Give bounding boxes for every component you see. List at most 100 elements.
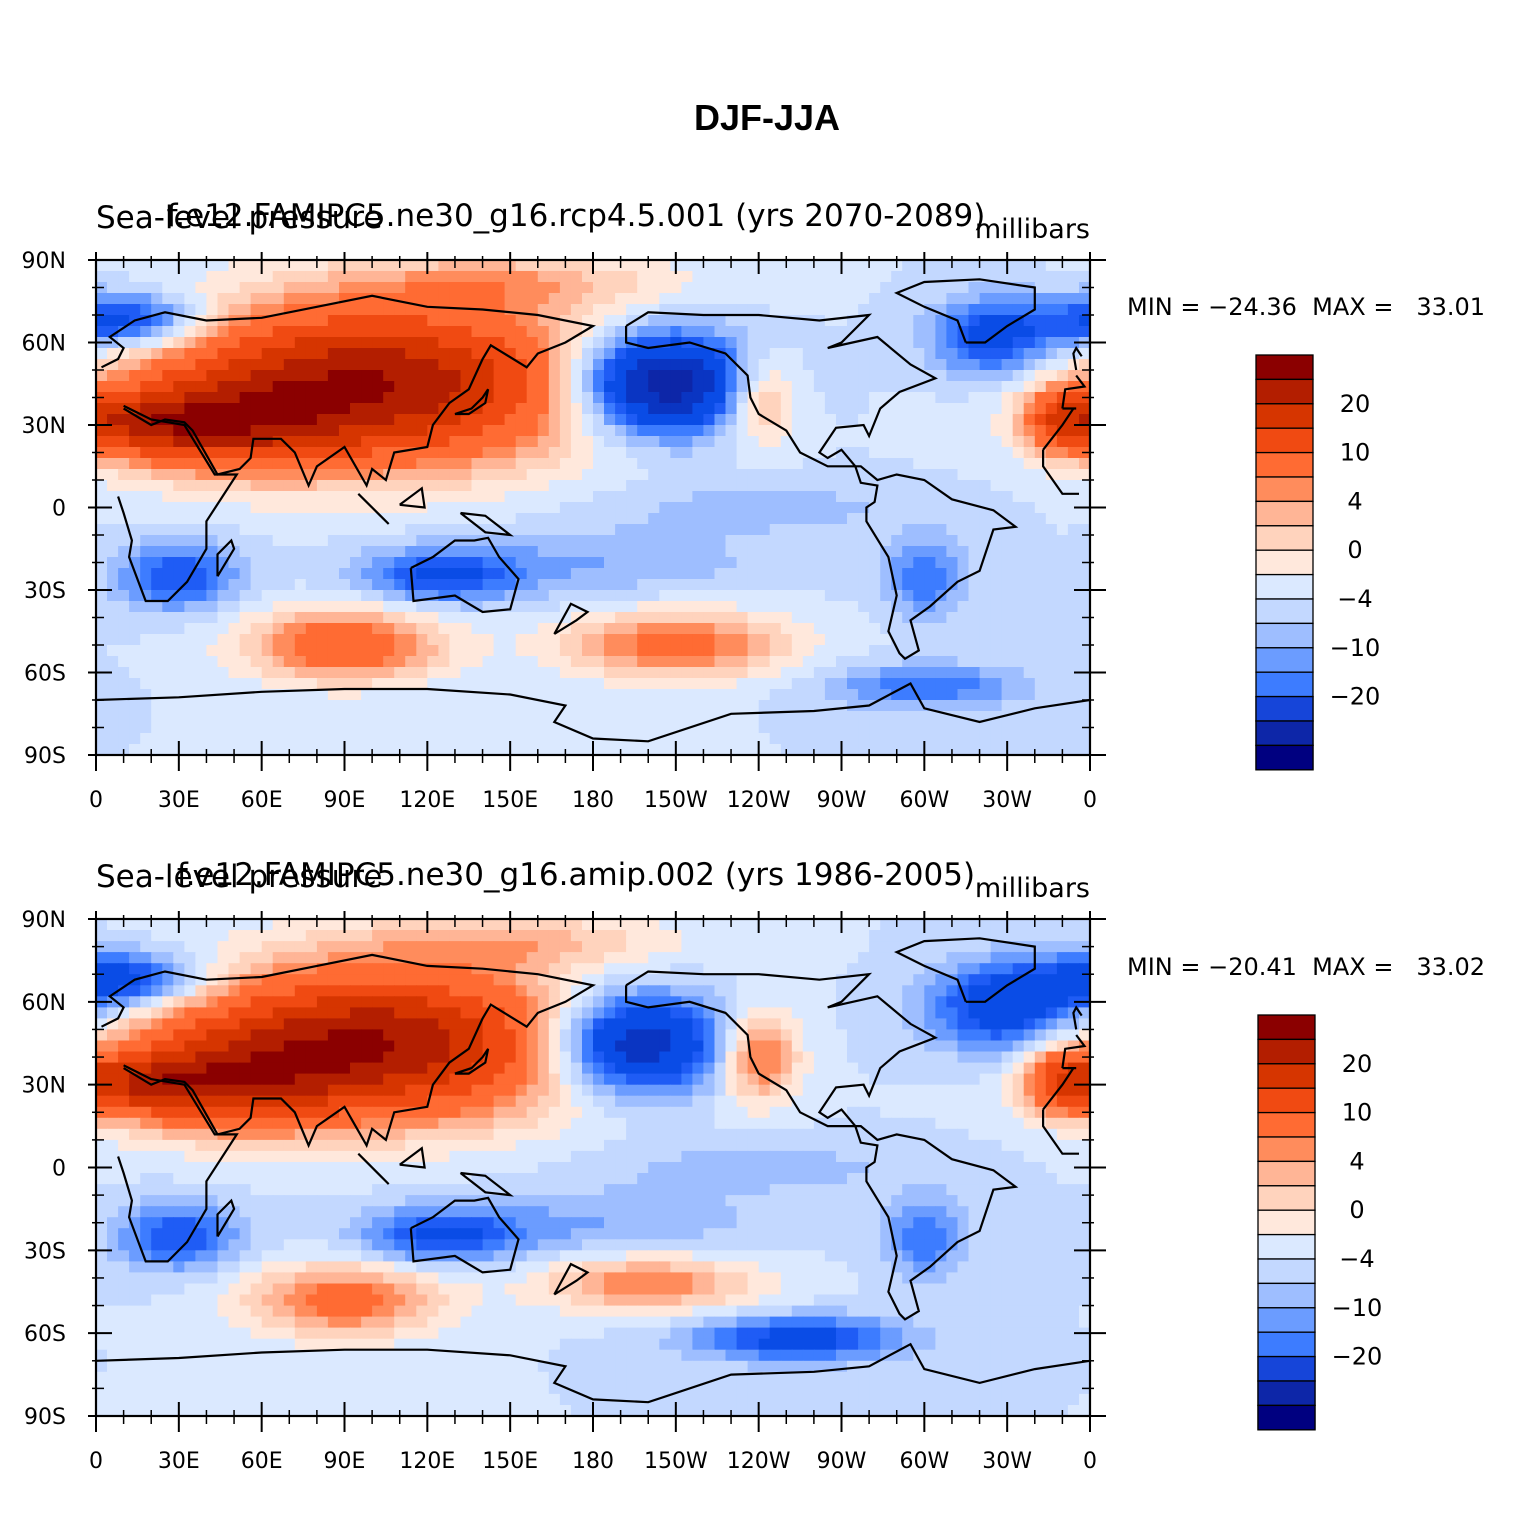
field-cell [836,370,848,382]
field-cell [869,337,881,349]
field-cell [935,557,947,569]
field-cell [405,260,417,272]
pressure-field [96,260,1090,755]
field-cell [460,315,473,327]
field-cell [206,524,218,536]
field-cell [747,260,760,272]
field-cell [118,458,130,470]
field-cell [836,930,848,942]
field-cell [570,985,583,997]
field-cell [416,744,428,755]
field-cell [339,271,351,283]
field-cell [1034,282,1047,294]
field-cell [250,381,263,393]
field-cell [283,282,296,294]
field-cell [780,337,793,349]
field-cell [96,414,108,426]
field-cell [305,985,318,997]
field-cell [1012,403,1025,415]
field-cell [416,678,428,690]
field-cell [714,359,727,371]
field-cell [570,359,583,371]
field-cell [902,337,914,349]
field-cell [460,711,473,723]
field-cell [659,304,671,316]
field-cell [460,919,473,931]
field-cell [780,370,793,382]
field-cell [692,348,704,360]
field-cell [316,436,329,448]
field-cell [891,579,903,591]
field-cell [559,425,572,437]
field-cell [681,392,693,404]
field-cell [880,733,892,745]
field-cell [968,425,981,437]
field-cell [173,656,185,668]
field-cell [537,337,550,349]
colorbar-label: −10 [1330,634,1381,662]
field-cell [327,414,340,426]
field-cell [482,744,495,755]
field-cell [438,458,450,470]
field-cell [339,579,351,591]
field-cell [593,985,605,997]
field-cell [637,392,649,404]
field-cell [582,700,594,712]
field-cell [802,952,815,964]
field-cell [460,469,473,481]
field-cell [460,601,473,613]
field-cell [405,271,417,283]
field-cell [637,502,649,514]
field-cell [1067,293,1080,305]
field-cell [570,315,583,327]
field-cell [107,590,119,602]
field-cell [316,348,329,360]
field-cell [1045,722,1058,734]
field-cell [228,370,241,382]
field-cell [990,744,1003,755]
field-cell [184,260,196,272]
field-cell [1067,601,1080,613]
field-cell [968,469,981,481]
field-cell [228,392,241,404]
coastline [1072,345,1083,371]
field-cell [162,524,174,536]
field-cell [350,260,362,272]
field-cell [283,491,296,503]
field-cell [339,348,351,360]
field-cell [604,568,616,580]
field-cell [129,700,141,712]
field-cell [460,546,473,558]
field-cell [559,601,572,613]
field-cell [350,469,362,481]
field-cell [780,623,793,635]
field-cell [637,271,649,283]
field-cell [162,623,174,635]
field-cell [802,579,815,591]
field-cell [791,491,804,503]
field-cell [460,403,473,415]
field-cell [493,348,506,360]
field-cell [504,403,517,415]
field-cell [1067,941,1080,953]
field-cell [659,579,671,591]
field-cell [129,381,141,393]
field-cell [460,392,473,404]
field-cell [460,447,473,459]
field-cell [780,326,793,338]
field-cell [261,733,274,745]
field-cell [305,919,318,931]
field-cell [1079,469,1090,481]
field-cell [173,689,185,701]
field-cell [1067,282,1080,294]
field-cell [935,326,947,338]
field-cell [327,919,340,931]
field-cell [515,502,528,514]
field-cell [692,722,704,734]
field-cell [913,436,925,448]
field-cell [416,282,428,294]
field-cell [637,557,649,569]
field-cell [316,403,329,415]
field-cell [703,974,715,986]
field-cell [582,447,594,459]
